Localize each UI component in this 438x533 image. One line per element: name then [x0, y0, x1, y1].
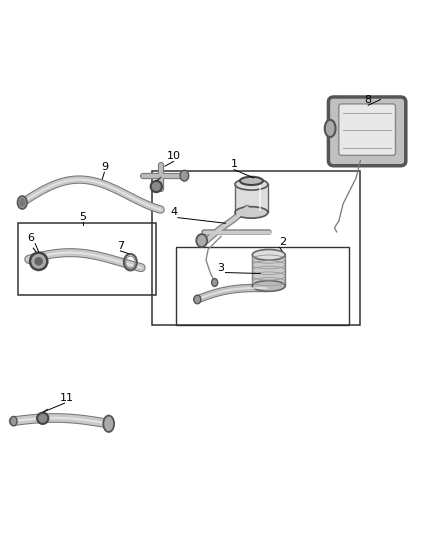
Bar	[176, 247, 349, 325]
Circle shape	[30, 253, 47, 270]
Bar	[252, 255, 285, 286]
Text: 4: 4	[170, 207, 177, 217]
Text: 1: 1	[231, 159, 238, 169]
Ellipse shape	[19, 198, 25, 207]
Bar	[152, 172, 360, 325]
Ellipse shape	[180, 170, 189, 181]
Ellipse shape	[325, 120, 336, 137]
Text: 2: 2	[279, 237, 286, 247]
Ellipse shape	[252, 280, 285, 292]
Ellipse shape	[18, 196, 27, 209]
Circle shape	[37, 413, 48, 424]
Ellipse shape	[103, 416, 114, 432]
Ellipse shape	[252, 249, 285, 260]
Text: 10: 10	[166, 151, 180, 161]
Circle shape	[151, 181, 162, 192]
Bar	[18, 223, 156, 295]
Ellipse shape	[194, 295, 201, 304]
Text: 11: 11	[60, 393, 74, 403]
Text: 7: 7	[117, 241, 124, 251]
Ellipse shape	[235, 207, 268, 218]
Ellipse shape	[196, 234, 207, 247]
Ellipse shape	[10, 416, 17, 426]
Ellipse shape	[240, 177, 263, 185]
FancyBboxPatch shape	[328, 97, 406, 166]
Ellipse shape	[212, 279, 218, 286]
Circle shape	[34, 257, 43, 265]
Text: 3: 3	[218, 263, 225, 273]
Text: 9: 9	[101, 162, 108, 172]
Text: 8: 8	[364, 95, 372, 105]
Text: 5: 5	[79, 212, 86, 222]
Text: 6: 6	[28, 233, 35, 244]
Ellipse shape	[235, 179, 268, 190]
Bar	[235, 184, 268, 213]
FancyBboxPatch shape	[339, 104, 396, 155]
